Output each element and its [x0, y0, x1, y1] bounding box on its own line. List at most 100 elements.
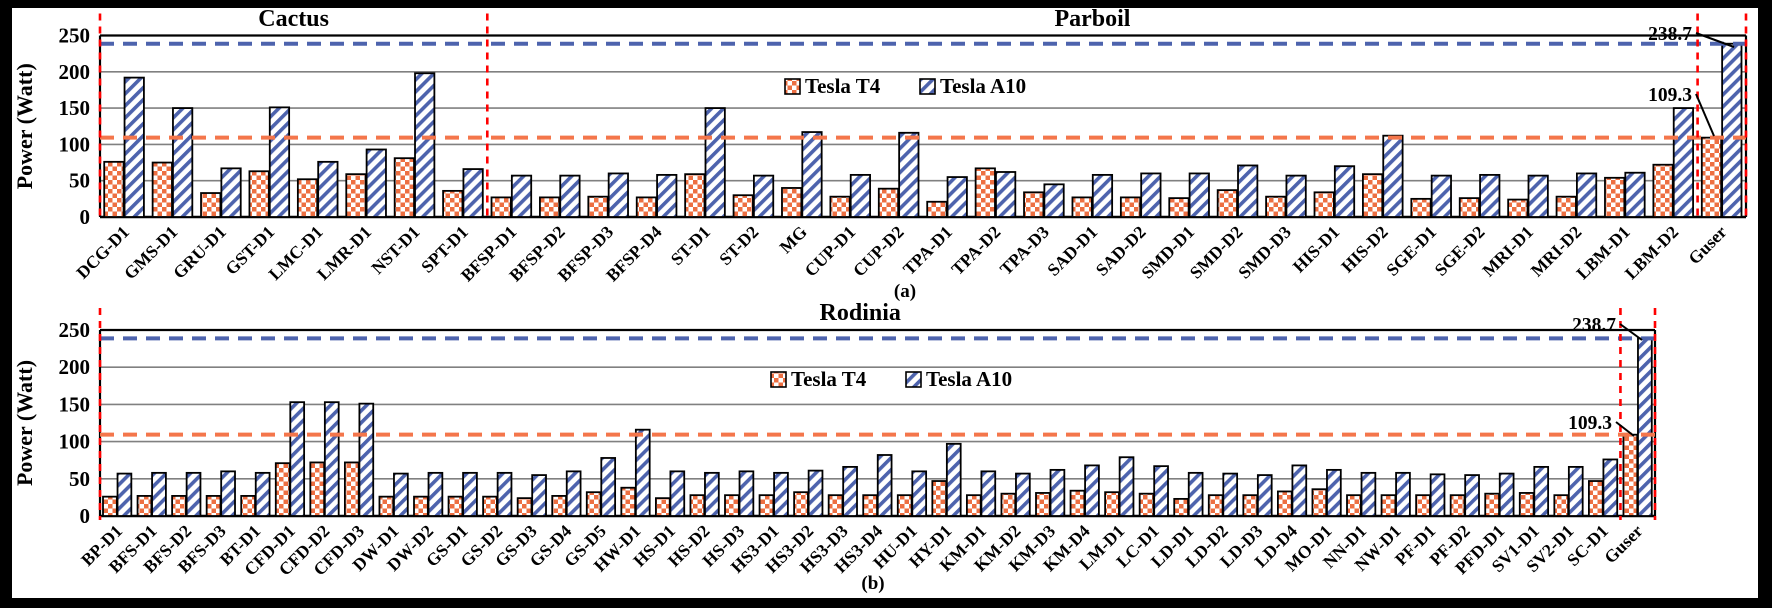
- bar-a10: [289, 401, 306, 517]
- bar-t4: [1311, 488, 1328, 517]
- bar-a10: [1285, 174, 1307, 218]
- bar-a10: [1291, 464, 1308, 517]
- y-axis-title: Power (Watt): [12, 360, 37, 486]
- bar-a10: [1498, 472, 1515, 517]
- bar-t4: [684, 173, 706, 218]
- bar-a10: [1464, 474, 1480, 517]
- y-tick-label: 200: [59, 355, 91, 379]
- bar-t4: [442, 189, 464, 218]
- bar-t4: [1104, 491, 1120, 517]
- legend-swatch-a10-icon: [905, 371, 922, 388]
- y-tick-label: 0: [80, 205, 91, 229]
- bar-t4: [539, 196, 561, 218]
- bar-a10: [849, 173, 871, 218]
- bar-a10: [116, 472, 133, 517]
- bar-t4: [1023, 191, 1045, 218]
- annotation-label: 109.3: [1648, 85, 1692, 106]
- y-tick-label: 0: [80, 504, 91, 528]
- bar-a10: [268, 106, 291, 218]
- bar-a10: [220, 167, 242, 218]
- bar-t4: [200, 192, 222, 218]
- bar-t4: [482, 495, 498, 517]
- annotation-leader-line: [1695, 32, 1735, 48]
- bar-a10: [151, 471, 167, 517]
- bar-a10: [185, 471, 202, 517]
- bar-a10: [1672, 107, 1694, 218]
- bar-a10: [801, 131, 823, 218]
- bar-a10: [773, 471, 789, 517]
- bar-a10: [462, 471, 478, 517]
- bar-a10: [1049, 468, 1066, 517]
- bar-t4: [974, 167, 996, 218]
- bar-a10: [607, 172, 629, 218]
- bar-a10: [1527, 174, 1549, 218]
- bar-t4: [1276, 490, 1293, 517]
- bar-t4: [635, 196, 658, 218]
- y-tick-label: 250: [59, 24, 91, 48]
- subplot-caption-b: (b): [861, 573, 884, 594]
- bar-a10: [254, 471, 271, 517]
- y-tick-label: 150: [59, 96, 91, 120]
- bar-a10: [1533, 465, 1550, 517]
- bar-a10: [462, 168, 484, 218]
- bar-a10: [1222, 472, 1239, 517]
- bar-t4: [1138, 492, 1155, 517]
- bar-t4: [1216, 189, 1238, 218]
- annotation-leader-line: [1619, 323, 1643, 341]
- bar-t4: [965, 494, 982, 517]
- bar-t4: [102, 495, 118, 517]
- bar-a10: [1360, 471, 1377, 517]
- bar-a10: [669, 470, 686, 517]
- bar-t4: [877, 187, 900, 218]
- bar-a10: [358, 402, 375, 517]
- bar-t4: [654, 497, 671, 517]
- legend-label-t4: Tesla T4: [791, 367, 867, 391]
- y-tick-label: 100: [59, 132, 91, 156]
- bar-a10: [317, 160, 339, 218]
- bar-a10: [634, 428, 651, 517]
- bar-a10: [704, 471, 720, 517]
- bar-a10: [565, 470, 582, 517]
- bar-a10: [1567, 465, 1584, 517]
- bar-t4: [758, 494, 775, 517]
- bar-t4: [343, 461, 360, 517]
- bar-a10: [842, 465, 858, 517]
- bar-a10: [1395, 471, 1411, 517]
- bar-t4: [724, 494, 740, 517]
- bar-a10: [995, 171, 1017, 218]
- bar-t4: [1173, 497, 1189, 517]
- bar-a10: [220, 470, 236, 517]
- bar-a10: [559, 174, 581, 218]
- subplot-caption-a: (a): [894, 281, 916, 302]
- bar-a10: [1430, 174, 1452, 218]
- annotation-leader-line: [1695, 93, 1715, 137]
- bar-a10: [1153, 465, 1169, 517]
- bar-t4: [1410, 197, 1432, 218]
- bar-t4: [896, 494, 913, 517]
- bar-t4: [516, 497, 533, 517]
- y-tick-label: 100: [59, 430, 91, 454]
- bar-a10: [1326, 468, 1342, 517]
- bar-a10: [1429, 473, 1446, 517]
- bar-t4: [931, 480, 948, 517]
- bar-a10: [738, 470, 755, 517]
- bar-a10: [1140, 172, 1162, 218]
- legend: Tesla T4 Tesla A10: [770, 367, 1012, 391]
- bar-a10: [752, 174, 775, 218]
- bar-a10: [1479, 173, 1501, 218]
- bar-a10: [496, 471, 513, 517]
- bar-t4: [136, 495, 153, 517]
- bar-t4: [1035, 492, 1051, 517]
- annotation-label: 109.3: [1568, 413, 1612, 434]
- legend-swatch-a10-icon: [919, 78, 936, 95]
- bar-t4: [393, 157, 415, 218]
- bar-t4: [1604, 176, 1626, 218]
- bar-a10: [1015, 472, 1031, 517]
- bar-t4: [490, 196, 512, 218]
- bar-a10: [1187, 471, 1204, 517]
- section-title: Rodinia: [820, 300, 901, 326]
- legend-label-t4: Tesla T4: [805, 74, 881, 98]
- bar-t4: [732, 194, 754, 218]
- bar-t4: [1518, 492, 1535, 517]
- bar-a10: [1575, 172, 1598, 218]
